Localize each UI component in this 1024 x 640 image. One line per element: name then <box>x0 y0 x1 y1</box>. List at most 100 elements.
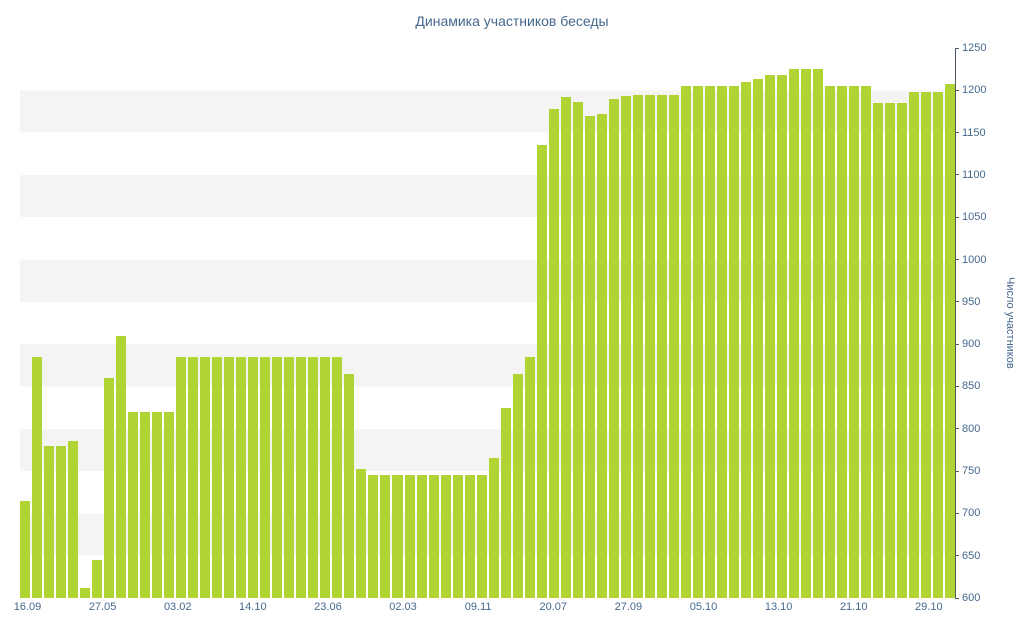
bar[interactable] <box>740 81 751 598</box>
bar[interactable] <box>392 475 403 598</box>
bar[interactable] <box>104 378 115 598</box>
bar[interactable] <box>668 94 679 598</box>
bar[interactable] <box>452 475 463 598</box>
bar[interactable] <box>921 92 932 598</box>
bar[interactable] <box>32 356 43 598</box>
bar[interactable] <box>140 411 151 598</box>
bar[interactable] <box>752 79 763 598</box>
y-tick-mark <box>955 89 959 91</box>
bar[interactable] <box>584 115 595 598</box>
bar[interactable] <box>536 145 547 598</box>
bar[interactable] <box>873 103 884 598</box>
bar[interactable] <box>92 559 103 598</box>
bar[interactable] <box>837 86 848 598</box>
y-tick-label: 1200 <box>962 84 987 97</box>
x-tick-label: 14.10 <box>239 601 267 613</box>
bar[interactable] <box>272 356 283 598</box>
bar[interactable] <box>428 475 439 598</box>
bar[interactable] <box>945 84 956 598</box>
bar[interactable] <box>656 94 667 598</box>
bar[interactable] <box>356 469 367 598</box>
bar[interactable] <box>692 86 703 598</box>
bar[interactable] <box>368 475 379 598</box>
y-tick: 1000 <box>955 254 986 266</box>
bar[interactable] <box>801 69 812 598</box>
bar[interactable] <box>885 103 896 598</box>
bar[interactable] <box>500 407 511 598</box>
bar[interactable] <box>933 92 944 598</box>
y-tick: 1200 <box>955 84 986 96</box>
x-tick-label: 21.10 <box>839 601 868 613</box>
y-tick-label: 1100 <box>962 168 986 181</box>
bar[interactable] <box>572 102 583 598</box>
bar[interactable] <box>596 114 607 598</box>
bar[interactable] <box>548 108 559 598</box>
y-tick: 850 <box>955 380 980 392</box>
bar[interactable] <box>68 441 79 598</box>
bar[interactable] <box>560 97 571 598</box>
bar[interactable] <box>849 86 860 598</box>
y-tick: 1050 <box>955 211 986 223</box>
bar[interactable] <box>248 356 259 598</box>
bar[interactable] <box>44 445 55 598</box>
bar[interactable] <box>284 356 295 598</box>
bar[interactable] <box>416 475 427 598</box>
bar[interactable] <box>716 86 727 598</box>
x-tick-label: 27.09 <box>614 601 643 613</box>
bar[interactable] <box>332 356 343 598</box>
bar[interactable] <box>813 69 824 598</box>
y-tick-mark <box>955 343 959 345</box>
bar[interactable] <box>909 92 920 598</box>
bar[interactable] <box>260 356 271 598</box>
y-tick: 600 <box>955 592 980 604</box>
bar[interactable] <box>320 356 331 598</box>
bar[interactable] <box>224 356 235 598</box>
bar[interactable] <box>632 94 643 598</box>
bar[interactable] <box>764 75 775 598</box>
y-tick: 800 <box>955 423 980 435</box>
y-tick-mark <box>955 555 959 557</box>
bar[interactable] <box>152 411 163 598</box>
y-tick-mark <box>955 597 959 599</box>
bar[interactable] <box>861 86 872 598</box>
bar[interactable] <box>789 69 800 598</box>
bar[interactable] <box>620 96 631 598</box>
y-tick: 1150 <box>955 127 986 139</box>
y-tick-mark <box>955 216 959 218</box>
bar[interactable] <box>464 475 475 598</box>
bar[interactable] <box>512 373 523 598</box>
bar[interactable] <box>680 86 691 598</box>
bar[interactable] <box>488 458 499 598</box>
bar[interactable] <box>704 86 715 598</box>
bar[interactable] <box>164 411 175 598</box>
bar[interactable] <box>56 445 67 598</box>
y-tick: 1100 <box>955 169 986 181</box>
bar[interactable] <box>380 475 391 598</box>
bar[interactable] <box>296 356 307 598</box>
bar[interactable] <box>608 98 619 598</box>
bar[interactable] <box>440 475 451 598</box>
y-tick-label: 1150 <box>962 126 986 139</box>
bar[interactable] <box>404 475 415 598</box>
bar[interactable] <box>776 75 787 598</box>
x-tick-label: 09.11 <box>464 601 492 613</box>
bar[interactable] <box>128 411 139 598</box>
bar[interactable] <box>236 356 247 598</box>
bar[interactable] <box>524 356 535 598</box>
y-tick-label: 900 <box>962 338 981 351</box>
bar[interactable] <box>344 373 355 598</box>
bar[interactable] <box>728 86 739 598</box>
bar[interactable] <box>116 335 127 598</box>
bar[interactable] <box>825 86 836 598</box>
bar[interactable] <box>176 356 187 598</box>
bar[interactable] <box>20 500 31 598</box>
bar[interactable] <box>200 356 211 598</box>
bar[interactable] <box>188 356 199 598</box>
bar[interactable] <box>212 356 223 598</box>
bar[interactable] <box>897 103 908 598</box>
bar[interactable] <box>644 94 655 598</box>
bar[interactable] <box>308 356 319 598</box>
y-tick-label: 600 <box>962 592 981 604</box>
bar[interactable] <box>476 475 487 598</box>
bar[interactable] <box>80 587 91 598</box>
